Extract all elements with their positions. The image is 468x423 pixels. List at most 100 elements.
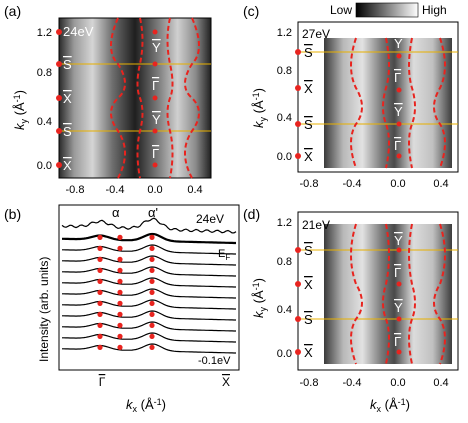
panel-c-fermi-map — [324, 38, 452, 168]
panel-a: (a) 24eV Γ S X S X Y Γ Y Γ — [4, 3, 212, 196]
edc-curve — [62, 232, 236, 245]
svg-text:S: S — [63, 57, 72, 72]
svg-text:X: X — [63, 158, 72, 173]
panel-d-x-axis-title: kx (Å-1) — [370, 397, 410, 414]
panel-c-energy: 27eV — [302, 27, 330, 41]
svg-text:0.0: 0.0 — [390, 178, 405, 190]
edc-curve — [62, 343, 236, 354]
edc-peak-marker — [97, 344, 103, 350]
edc-peak-marker — [117, 278, 123, 284]
edc-peak-marker — [117, 311, 123, 317]
svg-text:S: S — [304, 45, 313, 60]
panel-d-label: (d) — [243, 206, 260, 222]
panel-d-energy: 21eV — [302, 218, 330, 232]
panel-b: (b) α α' 24eV EF -0.1eV Γ X kx (Å-1) Int… — [4, 204, 240, 414]
panel-c-map-symmetry-labels: Y Γ Y Γ — [394, 36, 403, 153]
edc-peak-marker — [149, 344, 155, 350]
edc-curve — [62, 288, 236, 299]
panel-c-y-axis-title: ky (Å-1) — [251, 88, 268, 128]
svg-text:X: X — [222, 375, 230, 389]
edc-curve — [62, 321, 236, 332]
panel-a-energy: 24eV — [63, 24, 94, 39]
panel-d-x-ticks: -0.8 -0.4 0.0 0.4 — [300, 377, 449, 389]
svg-text:1.2: 1.2 — [277, 217, 292, 229]
panel-c-map-markers — [396, 53, 402, 159]
edc-peak-marker — [97, 234, 103, 240]
svg-text:0.4: 0.4 — [187, 184, 202, 196]
panel-a-dispersion-contours — [110, 17, 200, 179]
panel-a-axis-markers — [56, 29, 62, 168]
edc-peak-marker — [149, 300, 155, 306]
panel-a-map-symmetry-labels: Y Γ Y Γ — [152, 40, 161, 161]
svg-text:0.0: 0.0 — [147, 184, 162, 196]
panel-d-axis-markers — [295, 247, 301, 355]
svg-text:Γ: Γ — [394, 265, 401, 280]
edc-peak-marker — [117, 344, 123, 350]
edc-curve — [61, 217, 237, 234]
edc-peak-marker — [97, 278, 103, 284]
panel-d-map-markers — [396, 247, 402, 355]
colorbar-high-label: High — [422, 3, 447, 17]
panel-c-y-ticks: 1.2 0.8 0.4 0.0 — [277, 27, 292, 163]
svg-text:-0.4: -0.4 — [106, 184, 125, 196]
panel-d: (d) 21eV S X S X Y Γ Y Γ — [243, 206, 459, 414]
edc-peak-marker — [117, 300, 123, 306]
svg-text:Y: Y — [394, 104, 403, 119]
panel-b-x-ticks: Γ X — [99, 375, 230, 389]
edc-curve — [62, 277, 236, 288]
edc-peak-marker — [97, 311, 103, 317]
edc-peak-marker — [97, 333, 103, 339]
edc-peak-marker — [149, 245, 155, 251]
svg-text:0.4: 0.4 — [433, 178, 448, 190]
svg-text:0.8: 0.8 — [277, 65, 292, 77]
edc-peak-marker — [117, 234, 123, 240]
edc-peak-marker — [117, 289, 123, 295]
svg-text:0.0: 0.0 — [277, 151, 292, 163]
colorbar: Low High — [330, 2, 447, 18]
svg-text:Y: Y — [152, 112, 161, 127]
panel-c-axis-markers — [295, 49, 301, 159]
svg-text:X: X — [63, 91, 72, 106]
svg-text:S: S — [304, 312, 313, 327]
svg-text:-0.4: -0.4 — [343, 178, 362, 190]
panel-a-label: (a) — [4, 3, 21, 19]
panel-a-fermi-map — [59, 18, 211, 178]
panel-b-ef-label: EF — [218, 248, 230, 262]
svg-text:1.2: 1.2 — [37, 27, 52, 39]
panel-b-frame — [58, 204, 240, 371]
edc-peak-marker — [97, 289, 103, 295]
panel-a-left-symmetry-labels: Γ S X S X — [63, 57, 72, 173]
edc-peak-marker — [117, 322, 123, 328]
svg-text:0.0: 0.0 — [37, 160, 52, 172]
edc-curve — [62, 310, 236, 321]
svg-text:0.4: 0.4 — [37, 116, 52, 128]
svg-text:S: S — [304, 117, 313, 132]
panel-b-alpha-prime-label: α' — [148, 205, 158, 220]
panel-b-label: (b) — [4, 206, 21, 222]
panel-b-edc-markers — [97, 234, 155, 350]
panel-a-map-markers — [152, 29, 158, 168]
svg-text:-0.8: -0.8 — [300, 178, 319, 190]
colorbar-low-label: Low — [330, 3, 352, 17]
edc-peak-marker — [97, 245, 103, 251]
panel-b-energy: 24eV — [196, 212, 224, 226]
panel-d-map-symmetry-labels: Y Γ Y Γ — [394, 233, 403, 349]
svg-text:X: X — [304, 277, 313, 292]
svg-text:-0.4: -0.4 — [343, 377, 362, 389]
edc-peak-marker — [149, 256, 155, 262]
edc-peak-marker — [97, 256, 103, 262]
panel-d-dispersion-contours — [350, 223, 446, 365]
svg-text:Γ: Γ — [152, 78, 159, 93]
svg-text:Γ: Γ — [394, 138, 401, 153]
svg-text:Y: Y — [394, 36, 403, 51]
svg-text:-0.8: -0.8 — [300, 377, 319, 389]
panel-b-bottom-energy: -0.1eV — [198, 355, 231, 367]
svg-text:X: X — [304, 345, 313, 360]
panel-b-x-axis-title: kx (Å-1) — [126, 397, 166, 414]
svg-text:Γ: Γ — [394, 70, 401, 85]
edc-peak-marker — [97, 300, 103, 306]
panel-d-left-symmetry-labels: S X S X — [304, 243, 313, 360]
panel-a-x-ticks: -0.8 -0.4 0.0 0.4 — [66, 184, 203, 196]
edc-peak-marker — [117, 245, 123, 251]
svg-text:0.0: 0.0 — [277, 348, 292, 360]
